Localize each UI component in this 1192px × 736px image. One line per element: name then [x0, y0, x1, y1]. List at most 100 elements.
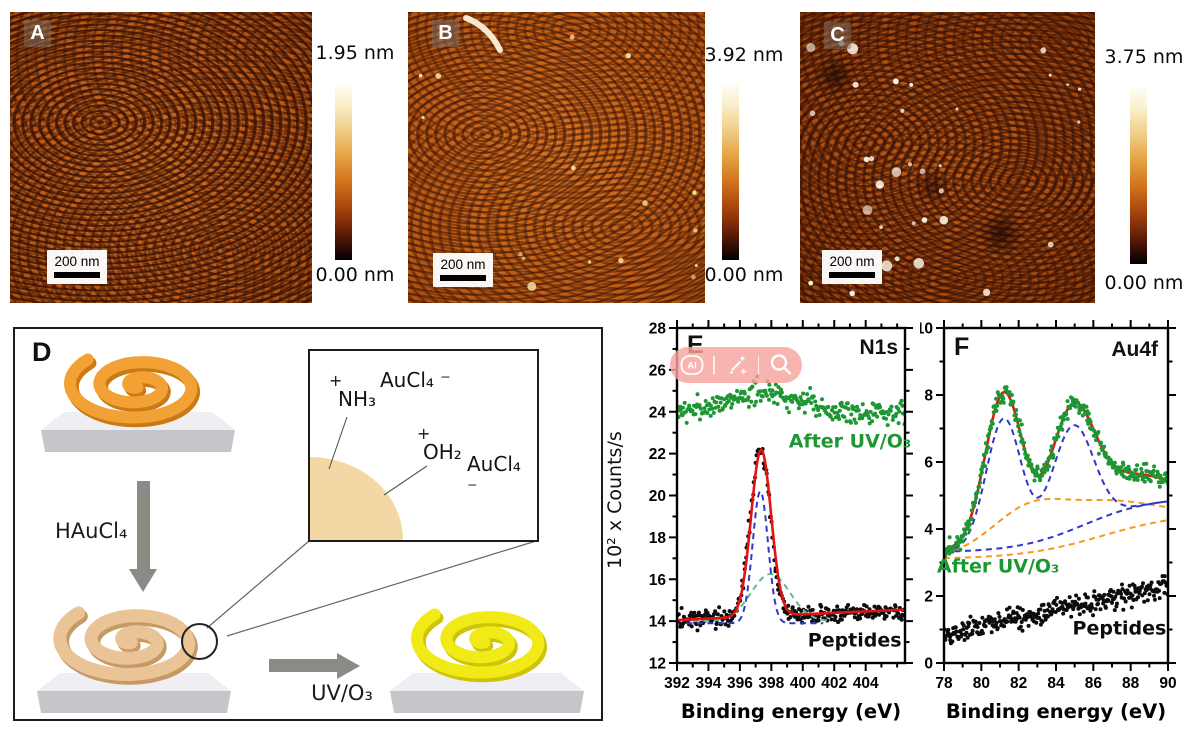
haucl4-label: HAuCl₄: [55, 519, 128, 543]
svg-text:6: 6: [924, 455, 933, 472]
arrow-down-head: [129, 569, 157, 592]
panel-label-f: F: [954, 333, 970, 361]
panel-label-a: A: [24, 20, 51, 47]
peptide-spiral-orange: [63, 353, 198, 424]
afm-image-c: C 200 nm: [800, 12, 1095, 303]
svg-text:400: 400: [790, 675, 816, 692]
magic-pen-icon[interactable]: [721, 350, 751, 380]
svg-text:After UV/O₃: After UV/O₃: [789, 430, 911, 452]
scale-bar-c-text: 200 nm: [829, 254, 875, 269]
scale-bar-b-text: 200 nm: [440, 257, 486, 272]
svg-text:398: 398: [758, 675, 784, 692]
afm-image-b: B 200 nm: [408, 12, 705, 303]
colorbar-a: [335, 83, 352, 260]
colorbar-c: [1130, 87, 1147, 264]
svg-text:90: 90: [1159, 675, 1176, 692]
svg-text:12: 12: [649, 656, 666, 673]
panel-label-c: C: [824, 22, 851, 49]
scale-bar-c-line: [829, 272, 875, 278]
svg-text:26: 26: [649, 362, 667, 379]
platform-front: [37, 691, 231, 713]
svg-text:394: 394: [696, 675, 722, 692]
xps-chart-n1s: 392 394 396 398 400 402 404 12 14 16 18 20 22 24 26 28 B…: [649, 320, 913, 723]
scale-bar-a: 200 nm: [47, 250, 107, 284]
svg-text:Peptides: Peptides: [1073, 618, 1167, 640]
e-axis-ylabel: 10² x Counts/s: [604, 431, 626, 569]
svg-text:22: 22: [649, 446, 666, 463]
scale-bar-b: 200 nm: [433, 253, 493, 287]
n1s-title: N1s: [859, 336, 898, 359]
magnified-region-circle: [181, 623, 218, 660]
ai-badge-icon[interactable]: AI: [677, 350, 707, 380]
arrow-right: [269, 659, 339, 672]
colorbar-a-max: 1.95 nm: [315, 42, 395, 64]
station-pristine: [41, 353, 235, 452]
colorbar-b-max: 3.92 nm: [704, 44, 784, 66]
colorbar-c-min: 0.00 nm: [1104, 272, 1184, 294]
svg-text:78: 78: [935, 675, 953, 692]
svg-text:402: 402: [821, 675, 847, 692]
svg-text:84: 84: [1047, 675, 1065, 692]
svg-text:404: 404: [853, 675, 879, 692]
svg-text:10: 10: [920, 321, 933, 338]
toolbar-divider: [757, 356, 759, 374]
svg-text:Binding energy (eV): Binding energy (eV): [681, 700, 901, 723]
arrow-right-head: [337, 653, 360, 679]
svg-text:2: 2: [924, 589, 933, 606]
panel-label-d: D: [32, 337, 52, 367]
ai-badge-label: AI: [687, 361, 697, 372]
toolbar-divider: [713, 356, 715, 374]
aucl4-top-label: AuCl₄ ⁻: [380, 368, 451, 392]
uv-o3-label: UV/O₃: [311, 681, 373, 705]
svg-text:20: 20: [649, 488, 666, 505]
scale-bar-c: 200 nm: [822, 250, 882, 284]
afm-b-speckles: [418, 15, 698, 291]
svg-text:88: 88: [1122, 675, 1140, 692]
afm-c-speckles: [806, 40, 1082, 297]
colorbar-b-min: 0.00 nm: [704, 264, 784, 286]
station-gold: [390, 608, 584, 713]
svg-text:8: 8: [924, 388, 933, 405]
svg-text:4: 4: [924, 522, 933, 539]
svg-text:0: 0: [924, 656, 933, 673]
nh3-charge: +: [329, 371, 343, 390]
svg-text:16: 16: [649, 572, 667, 589]
arrow-down: [137, 481, 150, 571]
svg-text:Binding energy (eV): Binding energy (eV): [946, 700, 1166, 723]
au4f-title: Au4f: [1111, 338, 1158, 361]
colorbar-b: [722, 83, 739, 260]
gold-spiral-yellow: [410, 608, 545, 679]
colorbar-c-max: 3.75 nm: [1104, 46, 1184, 68]
station-au-loaded: [37, 606, 231, 713]
colorbar-a-min: 0.00 nm: [315, 264, 395, 286]
panel-d-schematic: D HAuCl₄: [13, 327, 603, 721]
svg-text:28: 28: [649, 321, 667, 338]
svg-text:18: 18: [649, 530, 667, 547]
aucl4-bottom-label: AuCl₄ ⁻: [467, 452, 521, 500]
ai-assistant-toolbar: AI: [670, 347, 802, 383]
platform-front: [41, 430, 235, 452]
svg-text:392: 392: [664, 675, 690, 692]
platform-front: [390, 691, 584, 713]
svg-text:82: 82: [1010, 675, 1027, 692]
nh3-label: NH₃: [338, 387, 377, 411]
svg-text:After UV/O₃: After UV/O₃: [937, 556, 1059, 578]
inset-pointer-lines: [328, 416, 428, 496]
svg-text:80: 80: [973, 675, 990, 692]
svg-text:Peptides: Peptides: [808, 629, 902, 651]
scale-bar-a-text: 200 nm: [54, 254, 100, 269]
oh2-label: OH₂: [423, 440, 462, 464]
scale-bar-a-line: [54, 272, 100, 278]
svg-text:14: 14: [649, 614, 667, 631]
magnifier-icon[interactable]: [766, 350, 796, 380]
oh2-charge: +: [417, 424, 431, 443]
xps-chart-au4f: 78 80 82 84 86 88 90 0 2 4 6 8 10 Binding energy (eV)…: [920, 320, 1177, 723]
svg-text:86: 86: [1085, 675, 1103, 692]
scale-bar-b-line: [440, 275, 486, 281]
peptide-spiral-tan: [53, 606, 195, 682]
svg-text:24: 24: [649, 404, 667, 421]
panel-label-b: B: [432, 20, 459, 47]
afm-image-a: A 200 nm: [10, 12, 312, 303]
svg-text:396: 396: [727, 675, 753, 692]
